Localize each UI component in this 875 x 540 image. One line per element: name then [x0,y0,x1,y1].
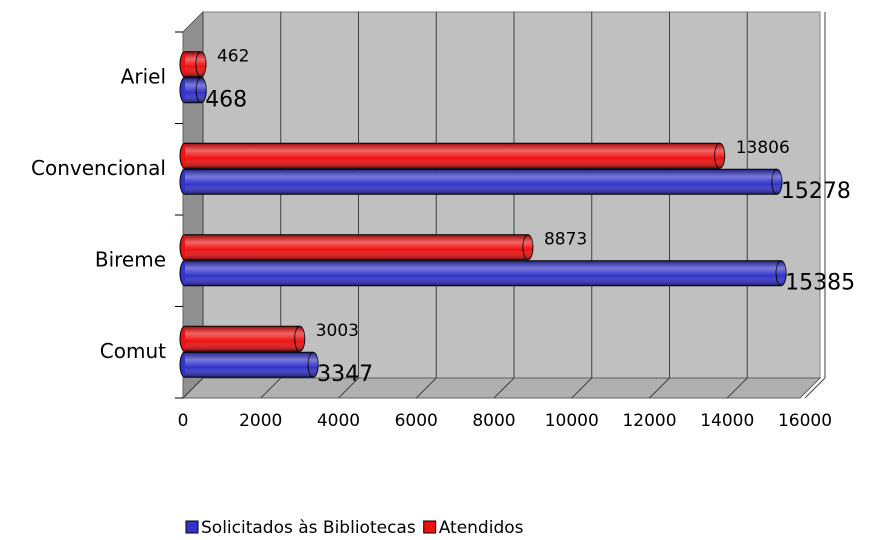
x-tick-label: 4000 [317,411,360,431]
bar-cap-shade [714,143,725,169]
floor-grid-line [649,377,670,399]
value-label: 15385 [785,270,855,295]
bar-cap-shade [776,260,787,286]
x-tick-label: 14000 [700,411,754,431]
bar-outline [185,142,720,169]
bar-shade [185,326,300,352]
y-tick-label: Convencional [31,156,166,180]
x-tick-label: 16000 [778,411,832,431]
floor-grid-line [571,377,593,399]
x-tick-label: 0 [178,411,189,431]
bar-shade [185,143,720,169]
bar-cap-shade [195,51,206,77]
bar-cap-shade [522,234,533,260]
floor-grid-line [415,377,437,399]
value-label: 15278 [781,179,851,204]
legend-label: Atendidos [439,518,524,538]
y-tick-label: Bireme [95,247,166,271]
value-label: 8873 [544,229,587,249]
bar-shade [185,352,314,378]
bar-cap-shade [196,77,207,103]
legend-swatch [185,520,199,534]
y-tick-label: Comut [100,339,166,363]
bar-outline [185,77,202,104]
value-label: 3347 [317,362,373,387]
bar-cap-shade [308,352,319,378]
back-wall [202,11,821,379]
floor [181,377,822,399]
x-tick-label: 2000 [239,411,282,431]
legend-swatch [423,520,437,534]
bar-outline [185,351,314,378]
bar-outline [185,51,201,78]
bar-outline [185,168,777,195]
bar-cap-shade [294,326,305,352]
legend-label: Solicitados às Bibliotecas [201,518,416,538]
x-tick-label: 8000 [472,411,515,431]
bar-shade [185,260,782,286]
x-tick-label: 12000 [622,411,676,431]
y-tick-label: Ariel [121,64,166,88]
bar-shade [185,169,777,195]
floor-grid-line [260,377,282,399]
floor-grid-line [493,377,515,399]
bar-outline [185,260,782,287]
x-tick-label: 10000 [545,411,599,431]
value-label: 462 [217,46,249,66]
floor-grid-line [338,377,359,399]
value-label: 3003 [316,321,359,341]
value-label: 13806 [736,138,790,158]
bar-cap-shade [771,169,782,195]
bar-outline [185,325,300,352]
floor-grid-line [726,377,748,399]
x-tick-label: 6000 [395,411,438,431]
floor-grid-line [804,377,826,399]
bar-outline [185,234,528,261]
value-label: 468 [205,87,247,112]
floor-grid-line [182,377,204,399]
bar-shade [185,234,528,260]
